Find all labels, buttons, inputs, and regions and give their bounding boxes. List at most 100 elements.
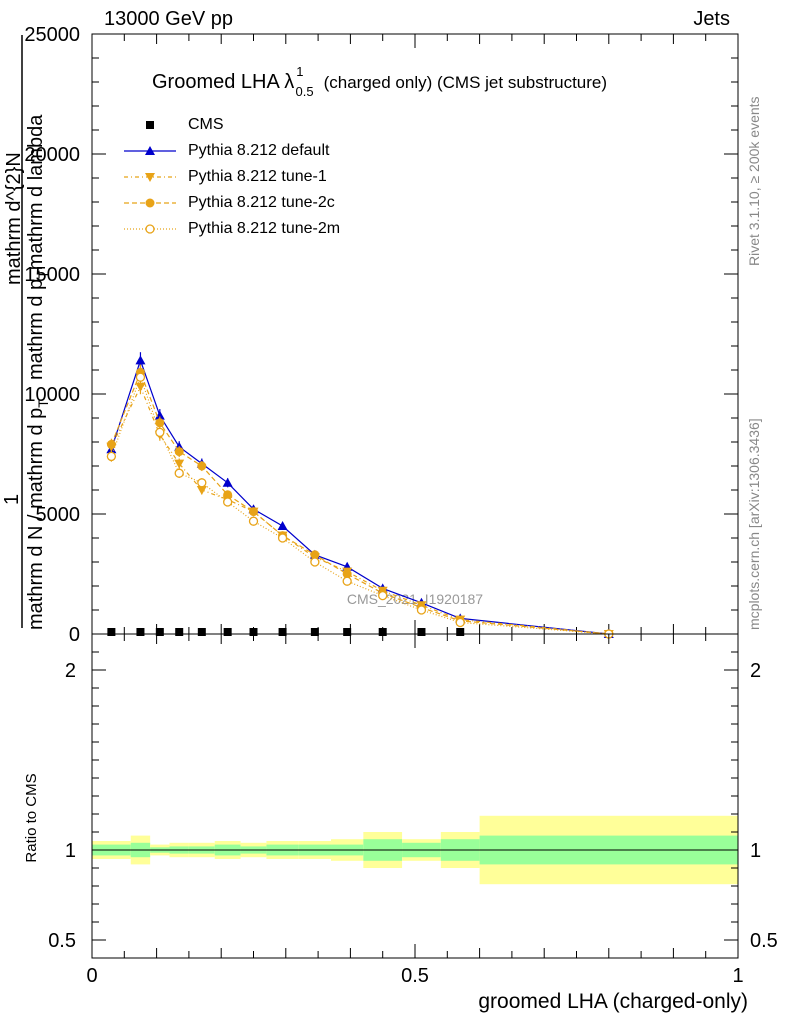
legend-swatch <box>124 224 176 234</box>
series-point <box>248 516 259 526</box>
series-point <box>416 605 427 615</box>
x-tick-label: 0 <box>86 965 97 987</box>
legend-marker <box>145 198 155 208</box>
legend-label: Pythia 8.212 tune-2c <box>188 194 335 211</box>
legend: CMS Pythia 8.212 default Pythia 8.212 tune… <box>118 112 340 242</box>
title-sub: 0.5 <box>296 84 314 99</box>
mcplots-label: mcplots.cern.ch [arXiv:1306.3436] <box>746 418 762 630</box>
ratio-y-tick-label-right: 2 <box>750 660 761 682</box>
y-tick-label: 20000 <box>24 144 80 166</box>
y-tick-label: 25000 <box>24 24 80 46</box>
series-point <box>277 521 288 530</box>
ylabel-numerator-dp: mathrm d p <box>25 279 47 380</box>
series-point <box>174 468 184 478</box>
ylabel-numerator-dlambda: mathrm d lambda <box>25 114 47 270</box>
series-point <box>196 486 207 495</box>
legend-marker <box>145 224 155 234</box>
series-line-4 <box>110 375 609 635</box>
series-point <box>378 590 388 601</box>
y-tick-label: 0 <box>69 624 80 646</box>
ratio-frame <box>91 633 739 959</box>
series-point <box>342 576 352 586</box>
chart-title: Groomed LHA λ 1 0.5 (charged only) (CMS jet… <box>152 64 607 99</box>
legend-label: Pythia 8.212 tune-1 <box>188 168 327 185</box>
ratio-y-tick-label: 1 <box>65 840 76 862</box>
cms-point <box>175 628 184 636</box>
series-line-3 <box>110 370 609 635</box>
cms-point <box>456 628 465 636</box>
ylabel-denominator-sub: T <box>35 399 51 408</box>
rivet-label: Rivet 3.1.10, ≥ 200k events <box>746 96 762 266</box>
cms-point <box>417 628 426 636</box>
legend-swatch <box>124 173 176 182</box>
title-main: Groomed LHA <box>152 71 284 93</box>
series-point <box>455 617 465 628</box>
legend-marker <box>146 121 154 129</box>
x-axis-label: groomed LHA (charged-only) <box>478 990 748 1013</box>
series-point <box>223 497 233 507</box>
header-right: Jets <box>693 8 730 30</box>
header-left: 13000 GeV pp <box>104 8 233 30</box>
title-lambda: λ <box>284 71 294 93</box>
series-point <box>106 451 117 462</box>
cms-point <box>310 628 319 636</box>
x-tick-label: 0.5 <box>401 965 429 987</box>
legend-label: Pythia 8.212 tune-2m <box>188 220 341 237</box>
cms-point <box>378 628 387 636</box>
cms-point <box>197 628 206 636</box>
series-point <box>106 439 116 449</box>
ylabel-one: 1 <box>1 494 23 505</box>
legend-entry: CMS <box>118 112 340 138</box>
ratio-y-tick-label-right: 1 <box>750 840 761 862</box>
series-point <box>342 569 352 579</box>
legend-entry: Pythia 8.212 default <box>118 138 340 164</box>
cms-point <box>223 628 232 636</box>
ratio-plot-area: 0 0.5 1 0.5 0.5 1 1 2 2 Ratio to CMS groomed LHA (… <box>23 633 778 1013</box>
series-point <box>310 550 320 560</box>
series-point <box>222 477 233 487</box>
ratio-y-tick-label: 2 <box>65 660 76 682</box>
series-point <box>174 447 184 457</box>
cms-point <box>136 628 145 636</box>
ratio-y-axis-label: Ratio to CMS <box>23 773 40 862</box>
ratio-y-tick-label-right: 0.5 <box>750 930 778 952</box>
series-point <box>249 507 258 517</box>
legend-swatch <box>124 146 176 155</box>
cms-point <box>249 628 258 636</box>
legend-swatch <box>146 121 154 129</box>
cms-point <box>278 628 287 636</box>
series-point <box>223 490 233 500</box>
series-point <box>135 372 146 382</box>
series-point <box>135 355 146 365</box>
x-tick-label: 1 <box>732 965 743 987</box>
legend-entry: Pythia 8.212 tune-2m <box>118 216 340 242</box>
cms-point <box>155 628 164 636</box>
legend-label: CMS <box>188 116 224 133</box>
y-tick-label: 15000 <box>24 264 80 286</box>
series-point <box>310 557 320 567</box>
ylabel-denominator: mathrm d N / mathrm d p <box>25 408 47 630</box>
cms-point <box>343 628 352 636</box>
series-point <box>277 533 288 543</box>
y-axis-label: mathrm d N / mathrm d pT1mathrm d^{2}Nma… <box>1 114 51 630</box>
cms-point <box>107 628 116 636</box>
ratio-y-tick-label: 0.5 <box>48 930 76 952</box>
ylabel-numerator: mathrm d^{2}N <box>3 152 25 285</box>
title-sup: 1 <box>296 64 303 79</box>
y-tick-label: 5000 <box>36 504 81 526</box>
legend-entry: Pythia 8.212 tune-2c <box>118 190 340 216</box>
series-point <box>154 410 165 420</box>
series-point <box>174 459 185 469</box>
series-point <box>197 478 207 488</box>
y-tick-label: 10000 <box>24 384 80 406</box>
legend-label: Pythia 8.212 default <box>188 142 330 159</box>
legend-marker <box>145 173 155 182</box>
ylabel-numerator-dp-sub: T <box>35 270 51 279</box>
series-point <box>197 461 207 471</box>
legend-entry: Pythia 8.212 tune-1 <box>118 164 340 190</box>
legend-swatch <box>124 198 176 208</box>
legend-marker <box>145 146 155 155</box>
title-rest: (charged only) (CMS jet substructure) <box>324 73 607 92</box>
